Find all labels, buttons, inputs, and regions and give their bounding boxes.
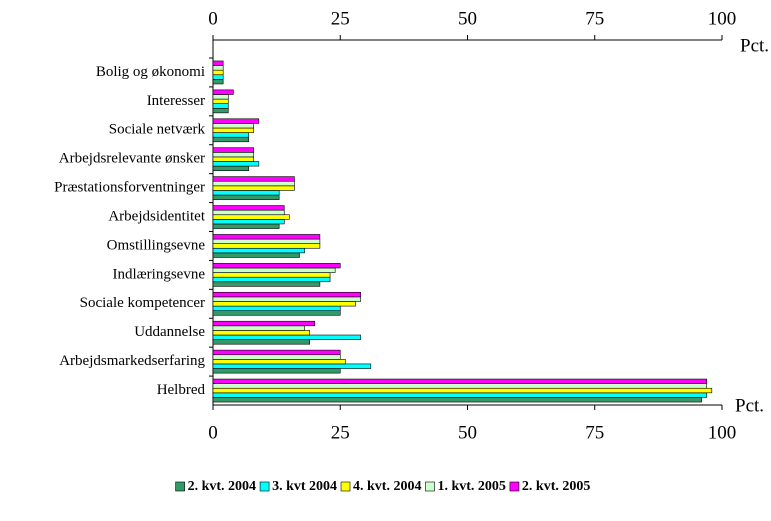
- bar: [212, 263, 341, 269]
- legend-label: 3. kvt 2004: [272, 479, 337, 494]
- legend-swatch: [509, 481, 520, 492]
- legend-label: 2. kvt. 2005: [522, 479, 590, 494]
- bar: [212, 363, 372, 369]
- bar: [212, 176, 295, 182]
- y-tick-label: Præstationsforventninger: [54, 180, 205, 196]
- bar: [212, 161, 260, 167]
- y-tick-label: Omstillingsevne: [107, 237, 206, 253]
- bar: [212, 194, 280, 200]
- bar: [212, 378, 708, 384]
- bar: [212, 209, 285, 216]
- bar: [212, 219, 285, 225]
- y-tick-label: Helbred: [157, 382, 206, 398]
- bar: [212, 205, 285, 211]
- bar: [212, 118, 260, 124]
- bar: [212, 368, 341, 374]
- x-axis-label-bottom: Pct.: [735, 395, 764, 416]
- bar: [212, 69, 224, 76]
- bar: [212, 165, 249, 172]
- x-tick-label-top: 0: [208, 8, 218, 29]
- y-tick-label: Uddannelse: [134, 324, 205, 340]
- legend-swatch: [340, 481, 351, 492]
- bar: [212, 214, 290, 220]
- x-tick-label-top: 50: [458, 8, 477, 29]
- bar: [212, 103, 229, 109]
- bar: [212, 383, 708, 389]
- bar: [212, 349, 341, 356]
- y-tick-label: Arbejdsmarkedserfaring: [59, 353, 205, 369]
- bar: [212, 305, 341, 311]
- y-tick-label: Bolig og økonomi: [96, 64, 205, 80]
- y-tick-label: Sociale netværk: [109, 122, 206, 138]
- legend-label: 2. kvt. 2004: [188, 479, 256, 494]
- bar: [212, 330, 311, 336]
- bar: [212, 276, 331, 283]
- bar: [212, 354, 341, 360]
- bar: [212, 107, 229, 114]
- legend-label: 1. kvt. 2005: [437, 479, 505, 494]
- bar: [212, 310, 341, 316]
- legend-swatch: [425, 481, 435, 492]
- bar: [212, 387, 713, 394]
- bar: [212, 147, 255, 153]
- bar: [212, 291, 361, 298]
- y-tick-label: Indlæringsevne: [113, 266, 206, 282]
- x-tick-label-top: 25: [331, 8, 350, 29]
- bar: [212, 334, 361, 340]
- bar: [212, 281, 321, 287]
- bar: [212, 180, 295, 187]
- bar: [212, 339, 311, 345]
- bar: [212, 359, 346, 365]
- bar: [212, 127, 255, 133]
- bar: [212, 325, 305, 331]
- y-tick-label: Arbejdsidentitet: [108, 208, 205, 224]
- bar: [212, 74, 224, 80]
- bar: [212, 238, 321, 244]
- legend-swatch: [259, 481, 270, 492]
- bar: [212, 267, 336, 273]
- bar: [212, 152, 255, 158]
- x-axis-label-top: Pct.: [740, 35, 769, 56]
- bar: [212, 65, 224, 71]
- bar: [212, 185, 295, 191]
- bar: [212, 272, 331, 278]
- bar: [212, 223, 280, 229]
- bar: [212, 397, 702, 403]
- bar: [212, 60, 224, 66]
- bar: [212, 296, 361, 302]
- bar: [212, 392, 708, 398]
- x-tick-label-bottom: 25: [331, 422, 350, 443]
- bar: [212, 79, 224, 85]
- x-tick-label-top: 75: [585, 8, 604, 29]
- bar: [212, 98, 229, 104]
- bar: [212, 320, 316, 327]
- bar: [212, 123, 255, 129]
- x-tick-label-bottom: 75: [585, 422, 604, 443]
- y-tick-label: Arbejdsrelevante ønsker: [59, 151, 205, 167]
- bar: [212, 190, 280, 196]
- y-tick-label: Sociale kompetencer: [80, 295, 205, 311]
- x-tick-label-top: 100: [708, 8, 737, 29]
- bar: [212, 234, 321, 240]
- x-tick-label-bottom: 0: [208, 422, 218, 443]
- bar: [212, 252, 300, 258]
- x-tick-label-bottom: 50: [458, 422, 477, 443]
- bar: [212, 132, 249, 138]
- bar: [212, 243, 321, 249]
- x-tick-label-bottom: 100: [708, 422, 737, 443]
- y-tick-label: Interesser: [147, 93, 205, 109]
- bar: [212, 247, 305, 254]
- bar: [212, 94, 229, 100]
- bar: [212, 136, 249, 143]
- bar: [212, 301, 356, 307]
- legend-swatch: [175, 481, 185, 492]
- bar: [212, 89, 234, 95]
- legend-label: 4. kvt. 2004: [353, 479, 421, 494]
- bar: [212, 156, 255, 162]
